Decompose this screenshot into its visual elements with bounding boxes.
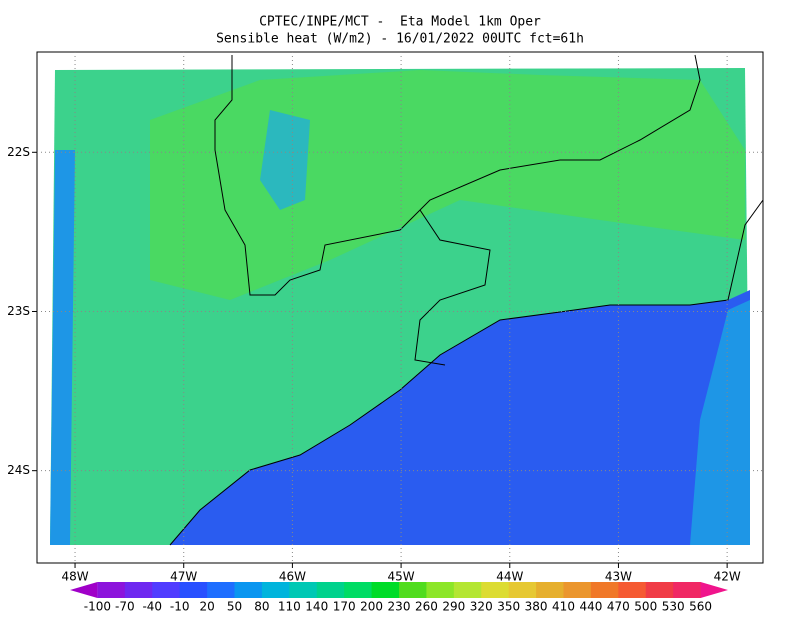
colorbar-label: 230 bbox=[388, 600, 411, 614]
reservoir-area bbox=[260, 110, 310, 210]
colorbar-segment bbox=[645, 582, 674, 598]
title: CPTEC/INPE/MCT - Eta Model 1km Oper bbox=[259, 15, 541, 30]
colorbar-label: 410 bbox=[552, 600, 575, 614]
colorbar-segment bbox=[618, 582, 647, 598]
lat-tick-label: 24S bbox=[7, 463, 30, 477]
colorbar-label: -70 bbox=[115, 600, 135, 614]
lon-tick-label: 47W bbox=[170, 570, 197, 584]
colorbar-label: 470 bbox=[607, 600, 630, 614]
offshore-field bbox=[690, 300, 750, 545]
colorbar-segment bbox=[508, 582, 537, 598]
colorbar-end bbox=[700, 582, 728, 598]
colorbar-segment bbox=[371, 582, 400, 598]
colorbar-segment bbox=[234, 582, 263, 598]
west-strip bbox=[50, 150, 75, 545]
state-border bbox=[414, 209, 491, 366]
lat-tick-label: 23S bbox=[7, 304, 30, 318]
colorbar-label: 20 bbox=[199, 600, 214, 614]
colorbar-segment bbox=[563, 582, 592, 598]
colorbar-segment bbox=[453, 582, 482, 598]
colorbar-label: 500 bbox=[634, 600, 657, 614]
colorbar-segment bbox=[207, 582, 235, 598]
lon-tick-label: 48W bbox=[61, 570, 88, 584]
colorbar-label: -40 bbox=[142, 600, 162, 614]
lon-tick-label: 43W bbox=[605, 570, 632, 584]
ocean-field bbox=[170, 290, 750, 545]
colorbar-end bbox=[70, 582, 98, 598]
colorbar-segment bbox=[399, 582, 427, 598]
lat-tick-label: 22S bbox=[7, 145, 30, 159]
colorbar-segment bbox=[344, 582, 373, 598]
colorbar-label: 170 bbox=[333, 600, 356, 614]
colorbar-segment bbox=[426, 582, 455, 598]
colorbar-label: 350 bbox=[497, 600, 520, 614]
colorbar-label: 50 bbox=[227, 600, 242, 614]
lon-tick-label: 44W bbox=[496, 570, 523, 584]
colorbar-label: 560 bbox=[689, 600, 712, 614]
colorbar-segment bbox=[673, 582, 702, 598]
colorbar-segment bbox=[124, 582, 153, 598]
lon-tick-label: 45W bbox=[388, 570, 415, 584]
colorbar: -100 -70 -40 -10 20 50 80 110 140 170 200 230 260 290… bbox=[70, 582, 728, 614]
colorbar-label: 320 bbox=[470, 600, 493, 614]
colorbar-label: 290 bbox=[442, 600, 465, 614]
lon-tick-label: 46W bbox=[279, 570, 306, 584]
graticule: 48W 47W 46W 45W 44W 43W 42W 22S 23S 24S bbox=[7, 52, 763, 584]
colorbar-label: 260 bbox=[415, 600, 438, 614]
colorbar-segment bbox=[590, 582, 619, 598]
colorbar-label: 110 bbox=[278, 600, 301, 614]
colorbar-label: 140 bbox=[305, 600, 328, 614]
colorbar-label: -100 bbox=[84, 600, 111, 614]
colorbar-segment bbox=[536, 582, 564, 598]
colorbar-segment bbox=[261, 582, 290, 598]
colorbar-segment bbox=[481, 582, 510, 598]
colorbar-label: 380 bbox=[525, 600, 548, 614]
colorbar-segment bbox=[289, 582, 318, 598]
colorbar-segment bbox=[97, 582, 126, 598]
coastline bbox=[169, 199, 764, 546]
subtitle: Sensible heat (W/m2) - 16/01/2022 00UTC … bbox=[216, 32, 584, 47]
colorbar-segment bbox=[179, 582, 208, 598]
colorbar-segment bbox=[152, 582, 181, 598]
colorbar-segment bbox=[316, 582, 345, 598]
colorbar-label: -10 bbox=[170, 600, 190, 614]
colorbar-label: 80 bbox=[254, 600, 269, 614]
lon-tick-label: 42W bbox=[714, 570, 741, 584]
colorbar-label: 200 bbox=[360, 600, 383, 614]
state-border bbox=[214, 54, 701, 296]
colorbar-label: 440 bbox=[579, 600, 602, 614]
colorbar-label: 530 bbox=[662, 600, 685, 614]
